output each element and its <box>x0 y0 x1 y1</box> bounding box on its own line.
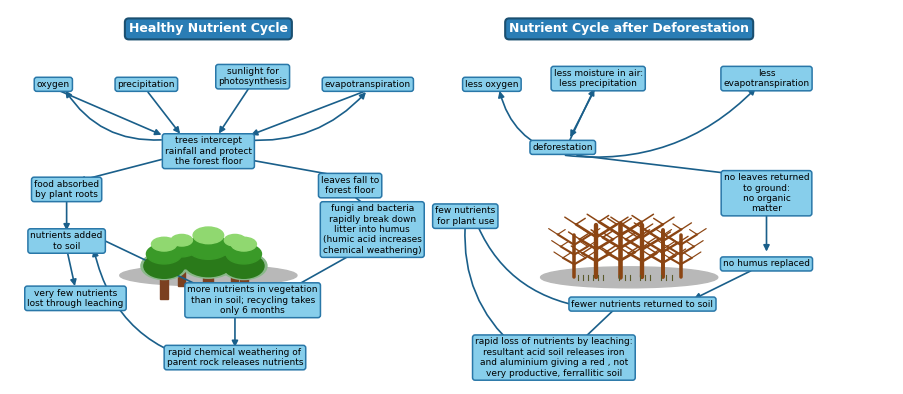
Text: fewer nutrients returned to soil: fewer nutrients returned to soil <box>571 299 712 309</box>
Text: oxygen: oxygen <box>37 80 70 89</box>
Text: leaves fall to
forest floor: leaves fall to forest floor <box>321 176 379 195</box>
Text: less
evapotranspiration: less evapotranspiration <box>722 69 809 88</box>
Text: Nutrient Cycle after Deforestation: Nutrient Cycle after Deforestation <box>508 22 749 35</box>
Text: rapid loss of nutrients by leaching:
resultant acid soil releases iron
and alumi: rapid loss of nutrients by leaching: res… <box>475 338 632 378</box>
Ellipse shape <box>224 234 246 246</box>
Ellipse shape <box>231 237 256 251</box>
Text: no leaves returned
to ground:
no organic
matter: no leaves returned to ground: no organic… <box>723 173 808 213</box>
Text: Healthy Nutrient Cycle: Healthy Nutrient Cycle <box>129 22 287 35</box>
Ellipse shape <box>215 247 254 270</box>
Text: deforestation: deforestation <box>532 143 592 152</box>
Ellipse shape <box>144 254 184 278</box>
Text: less oxygen: less oxygen <box>465 80 518 89</box>
Bar <box>178 260 185 286</box>
Text: fungi and bacteria
rapidly break down
litter into humus
(humic acid increases
ch: fungi and bacteria rapidly break down li… <box>322 204 421 255</box>
Text: rapid chemical weathering of
parent rock releases nutrients: rapid chemical weathering of parent rock… <box>166 348 303 367</box>
Ellipse shape <box>171 234 192 246</box>
Ellipse shape <box>220 252 266 280</box>
Text: no humus replaced: no humus replaced <box>722 259 809 268</box>
Bar <box>203 264 213 301</box>
Bar <box>160 268 168 299</box>
Ellipse shape <box>146 244 182 264</box>
Ellipse shape <box>223 254 264 278</box>
Ellipse shape <box>164 248 199 269</box>
Text: very few nutrients
lost through leaching: very few nutrients lost through leaching <box>27 289 124 308</box>
Text: trees intercept
rainfall and protect
the forest floor: trees intercept rainfall and protect the… <box>164 136 252 166</box>
Bar <box>239 268 247 299</box>
Text: evapotranspiration: evapotranspiration <box>324 80 411 89</box>
Ellipse shape <box>219 240 249 257</box>
Text: more nutrients in vegetation
than in soil; recycling takes
only 6 months: more nutrients in vegetation than in soi… <box>187 285 318 315</box>
Text: few nutrients
for plant use: few nutrients for plant use <box>434 206 495 226</box>
Text: nutrients added
to soil: nutrients added to soil <box>31 231 103 251</box>
Bar <box>231 260 238 286</box>
Ellipse shape <box>141 252 187 280</box>
Ellipse shape <box>183 247 233 277</box>
Ellipse shape <box>119 265 297 286</box>
Ellipse shape <box>167 240 197 257</box>
Ellipse shape <box>187 235 229 259</box>
Text: sunlight for
photosynthesis: sunlight for photosynthesis <box>218 67 287 86</box>
Text: precipitation: precipitation <box>117 80 175 89</box>
Ellipse shape <box>226 244 261 264</box>
Ellipse shape <box>152 237 176 251</box>
Ellipse shape <box>163 247 201 270</box>
Ellipse shape <box>540 267 717 288</box>
Ellipse shape <box>218 248 252 269</box>
Text: less moisture in air:
less precipitation: less moisture in air: less precipitation <box>553 69 642 88</box>
Text: food absorbed
by plant roots: food absorbed by plant roots <box>34 180 99 199</box>
Ellipse shape <box>193 227 223 244</box>
Ellipse shape <box>181 245 236 278</box>
